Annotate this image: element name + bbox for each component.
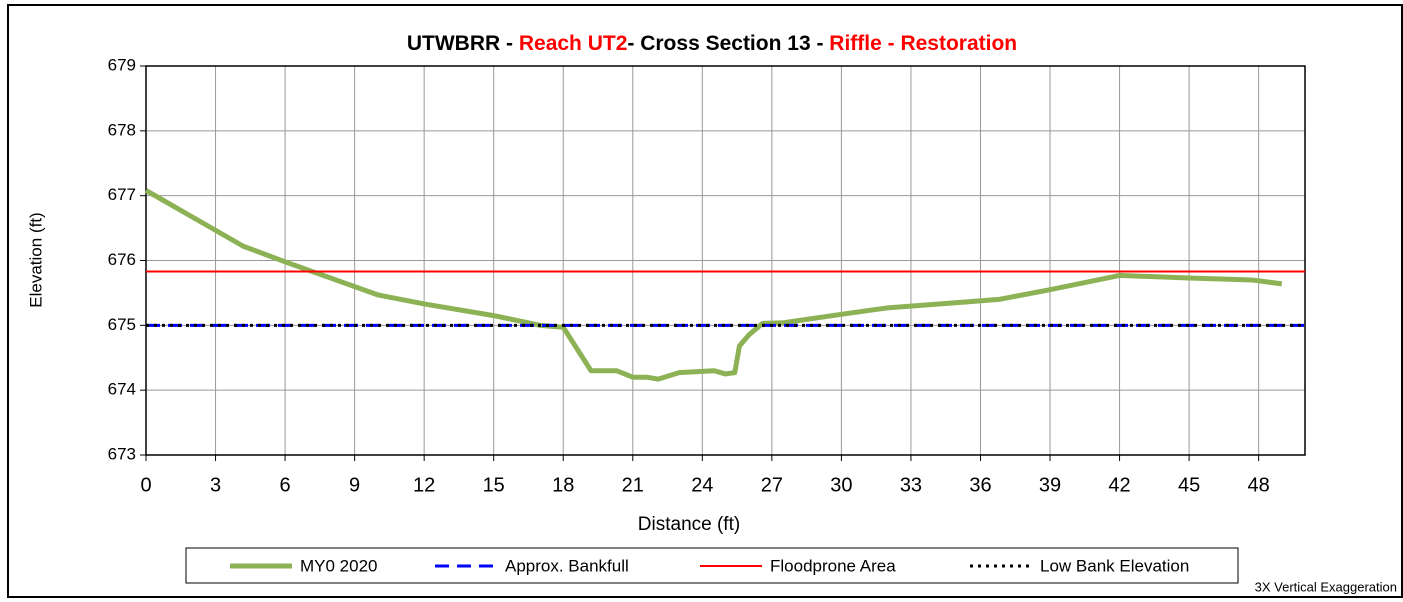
legend-label: Floodprone Area — [770, 556, 896, 575]
x-axis-label: Distance (ft) — [638, 514, 740, 535]
y-tick-label: 673 — [108, 444, 136, 463]
x-tick-label: 48 — [1248, 474, 1270, 496]
chart-title: UTWBRR - Reach UT2- Cross Section 13 - R… — [407, 32, 1017, 55]
x-tick-label: 12 — [413, 474, 435, 496]
x-tick-label: 0 — [140, 474, 151, 496]
y-tick-label: 676 — [108, 250, 136, 269]
y-axis-label: Elevation (ft) — [26, 212, 45, 307]
frame — [7, 4, 1403, 598]
x-tick-label: 21 — [622, 474, 644, 496]
x-tick-label: 24 — [691, 474, 713, 496]
y-tick-label: 677 — [108, 185, 136, 204]
x-tick-label: 3 — [210, 474, 221, 496]
plot-border — [145, 65, 1306, 456]
x-tick-label: 36 — [969, 474, 991, 496]
x-tick-label: 45 — [1178, 474, 1200, 496]
y-tick-label: 679 — [108, 55, 136, 74]
title-part: UTWBRR - — [407, 32, 519, 55]
x-tick-label: 27 — [761, 474, 783, 496]
legend-label: Approx. Bankfull — [505, 556, 629, 575]
title-part: Riffle - Restoration — [829, 32, 1017, 55]
x-tick-label: 18 — [552, 474, 574, 496]
x-tick-label: 42 — [1108, 474, 1130, 496]
x-tick-label: 9 — [349, 474, 360, 496]
legend-label: MY0 2020 — [300, 556, 378, 575]
y-tick-label: 674 — [108, 380, 136, 399]
series-line — [144, 188, 1283, 382]
note: 3X Vertical Exaggeration — [1255, 579, 1397, 594]
title-part: Reach UT2 — [519, 32, 628, 55]
title-part: - Cross Section 13 - — [627, 32, 829, 55]
x-tick-label: 6 — [280, 474, 291, 496]
x-tick-label: 33 — [900, 474, 922, 496]
y-tick-label: 678 — [108, 120, 136, 139]
x-tick-label: 39 — [1039, 474, 1061, 496]
legend-label: Low Bank Elevation — [1040, 556, 1189, 575]
y-tick-label: 675 — [108, 315, 136, 334]
x-tick-label: 15 — [483, 474, 505, 496]
x-tick-label: 30 — [830, 474, 852, 496]
